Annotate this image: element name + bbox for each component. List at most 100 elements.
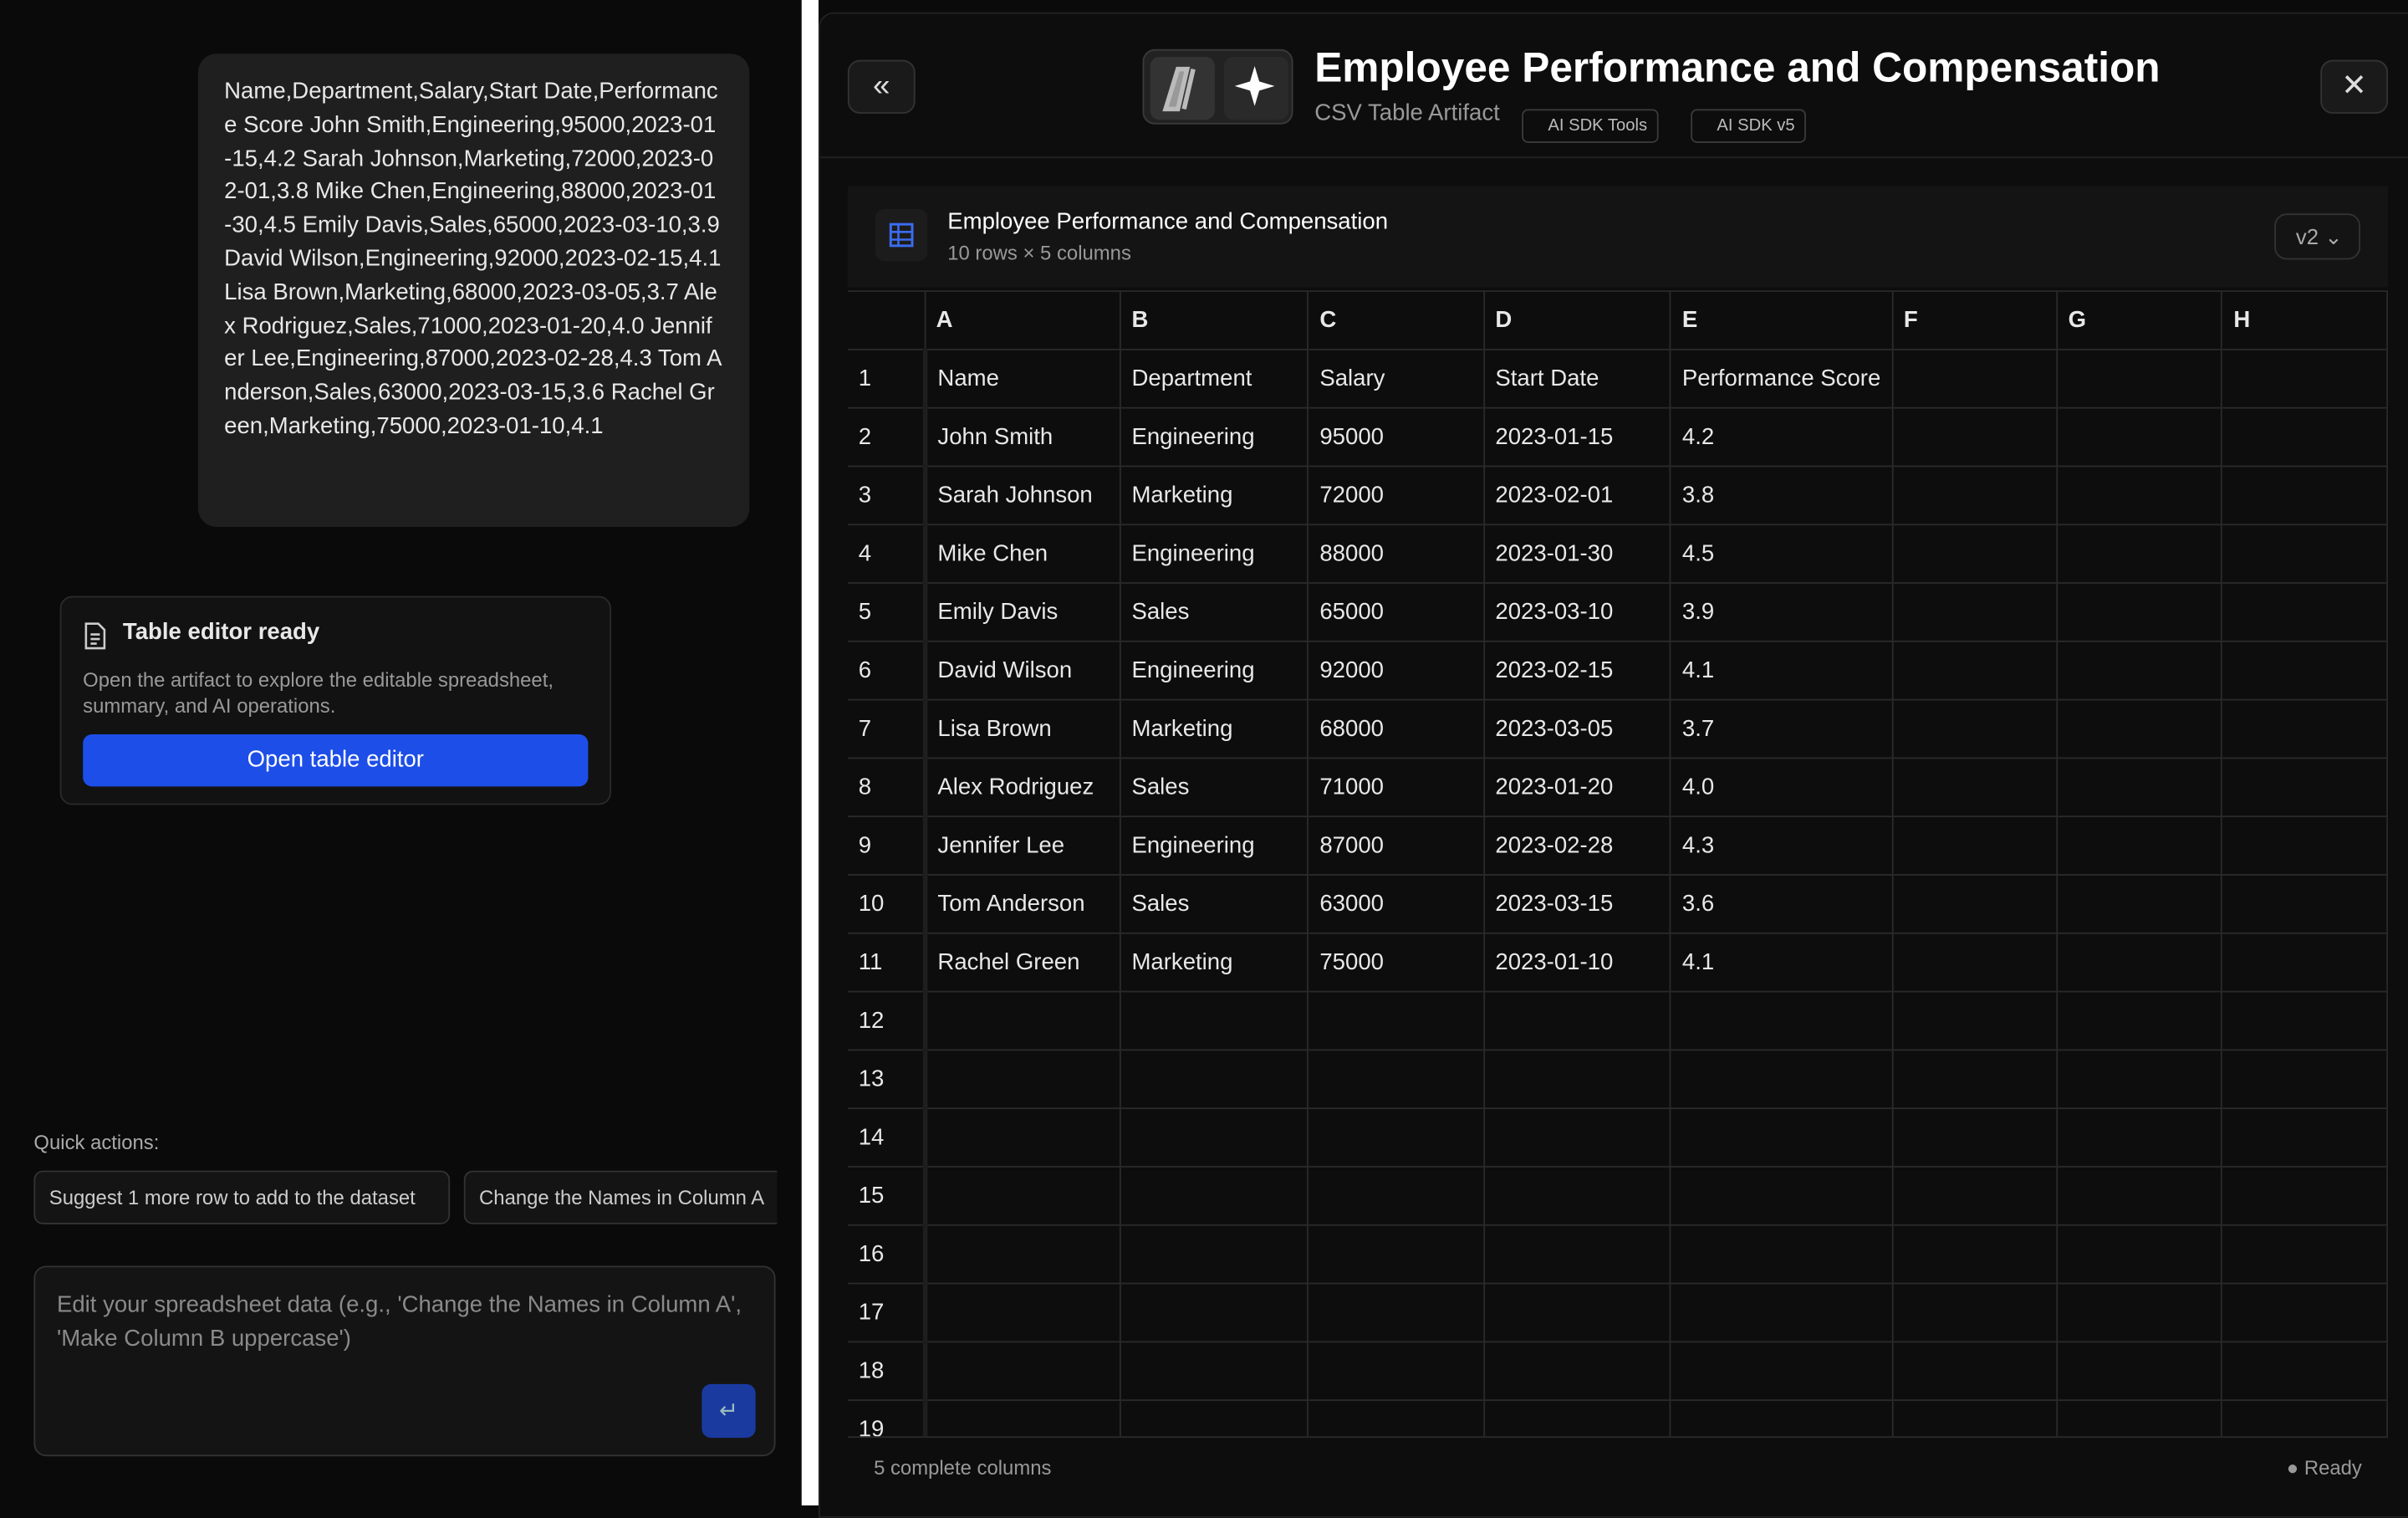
cell[interactable]: 17 [847, 1282, 927, 1343]
cell[interactable] [923, 1399, 1121, 1437]
cell[interactable] [1891, 1224, 2058, 1285]
cell[interactable]: 5 [847, 582, 927, 642]
cell[interactable]: 15 [847, 1166, 927, 1226]
cell[interactable]: David Wilson [923, 640, 1121, 701]
close-button[interactable]: ✕ [2320, 59, 2389, 114]
cell[interactable]: 88000 [1307, 524, 1485, 584]
cell[interactable]: F [1891, 290, 2058, 350]
cell[interactable] [1119, 1049, 1309, 1110]
cell[interactable] [2055, 815, 2223, 876]
cell[interactable]: 1 [847, 348, 927, 409]
cell[interactable]: 3.7 [1670, 698, 1893, 759]
cell[interactable] [1307, 1049, 1485, 1110]
cell[interactable] [2055, 1166, 2223, 1226]
cell[interactable]: 4 [847, 524, 927, 584]
cell[interactable] [2221, 990, 2389, 1051]
cell[interactable]: 2023-02-15 [1482, 640, 1672, 701]
cell[interactable]: 3.8 [1670, 465, 1893, 526]
cell[interactable] [2221, 1107, 2389, 1168]
cell[interactable]: Engineering [1119, 406, 1309, 468]
cell[interactable]: E [1670, 290, 1893, 350]
quick-action[interactable]: Suggest 1 more row to add to the dataset [33, 1170, 451, 1224]
cell[interactable]: 2023-01-30 [1482, 524, 1672, 584]
cell[interactable] [1307, 1224, 1485, 1285]
cell[interactable]: John Smith [923, 406, 1121, 468]
cell[interactable] [2221, 524, 2389, 584]
cell[interactable]: 65000 [1307, 582, 1485, 642]
cell[interactable]: Marketing [1119, 465, 1309, 526]
cell[interactable] [1891, 640, 2058, 701]
cell[interactable]: Lisa Brown [923, 698, 1121, 759]
cell[interactable] [1670, 1224, 1893, 1285]
cell[interactable]: Department [1119, 348, 1309, 409]
cell[interactable] [2055, 698, 2223, 759]
cell[interactable] [1891, 1049, 2058, 1110]
cell[interactable] [1119, 1399, 1309, 1437]
cell[interactable]: Salary [1307, 348, 1485, 409]
cell[interactable]: 6 [847, 640, 927, 701]
cell[interactable]: 4.1 [1670, 640, 1893, 701]
cell[interactable] [1482, 990, 1672, 1051]
cell[interactable]: Sales [1119, 757, 1309, 818]
cell[interactable]: 2023-03-15 [1482, 874, 1672, 934]
cell[interactable] [1119, 990, 1309, 1051]
cell[interactable]: A [923, 290, 1121, 350]
cell[interactable]: B [1119, 290, 1309, 350]
cell[interactable]: 18 [847, 1341, 927, 1402]
cell[interactable] [2221, 1341, 2389, 1402]
cell[interactable] [1891, 406, 2058, 468]
cell[interactable]: 63000 [1307, 874, 1485, 934]
cell[interactable] [1891, 1282, 2058, 1343]
cell[interactable] [2055, 348, 2223, 409]
cell[interactable] [1670, 1049, 1893, 1110]
cell[interactable] [2055, 874, 2223, 934]
cell[interactable]: Jennifer Lee [923, 815, 1121, 876]
cell[interactable] [2221, 1399, 2389, 1437]
cell[interactable] [2221, 348, 2389, 409]
cell[interactable] [1307, 1107, 1485, 1168]
cell[interactable] [2055, 640, 2223, 701]
cell[interactable] [2055, 1399, 2223, 1437]
cell[interactable] [1307, 1399, 1485, 1437]
cell[interactable]: 87000 [1307, 815, 1485, 876]
cell[interactable]: 16 [847, 1224, 927, 1285]
cell[interactable] [923, 1166, 1121, 1226]
cell[interactable] [1670, 1399, 1893, 1437]
cell[interactable]: 7 [847, 698, 927, 759]
cell[interactable]: 2023-03-05 [1482, 698, 1672, 759]
cell[interactable]: 2023-01-10 [1482, 932, 1672, 993]
cell[interactable] [1891, 874, 2058, 934]
cell[interactable]: 3 [847, 465, 927, 526]
cell[interactable]: 2023-02-01 [1482, 465, 1672, 526]
cell[interactable] [2055, 932, 2223, 993]
cell[interactable] [2055, 990, 2223, 1051]
cell[interactable]: C [1307, 290, 1485, 350]
cell[interactable]: 92000 [1307, 640, 1485, 701]
cell[interactable] [1891, 1107, 2058, 1168]
cell[interactable]: Tom Anderson [923, 874, 1121, 934]
cell[interactable] [923, 1049, 1121, 1110]
cell[interactable] [2221, 757, 2389, 818]
cell[interactable]: 8 [847, 757, 927, 818]
cell[interactable]: Sarah Johnson [923, 465, 1121, 526]
cell[interactable] [923, 1224, 1121, 1285]
cell[interactable]: 2023-02-28 [1482, 815, 1672, 876]
cell[interactable] [1670, 1107, 1893, 1168]
cell[interactable] [923, 1282, 1121, 1343]
cell[interactable]: Engineering [1119, 524, 1309, 584]
cell[interactable]: Marketing [1119, 932, 1309, 993]
cell[interactable]: 72000 [1307, 465, 1485, 526]
cell[interactable] [2221, 698, 2389, 759]
cell[interactable]: Marketing [1119, 698, 1309, 759]
cell[interactable] [1119, 1282, 1309, 1343]
cell[interactable]: Mike Chen [923, 524, 1121, 584]
cell[interactable] [1119, 1341, 1309, 1402]
cell[interactable] [1482, 1399, 1672, 1437]
cell[interactable]: Emily Davis [923, 582, 1121, 642]
cell[interactable]: 4.3 [1670, 815, 1893, 876]
cell[interactable]: Alex Rodriguez [923, 757, 1121, 818]
cell[interactable]: G [2055, 290, 2223, 350]
collapse-button[interactable]: « [847, 59, 916, 114]
cell[interactable]: 2023-03-10 [1482, 582, 1672, 642]
cell[interactable] [1482, 1107, 1672, 1168]
